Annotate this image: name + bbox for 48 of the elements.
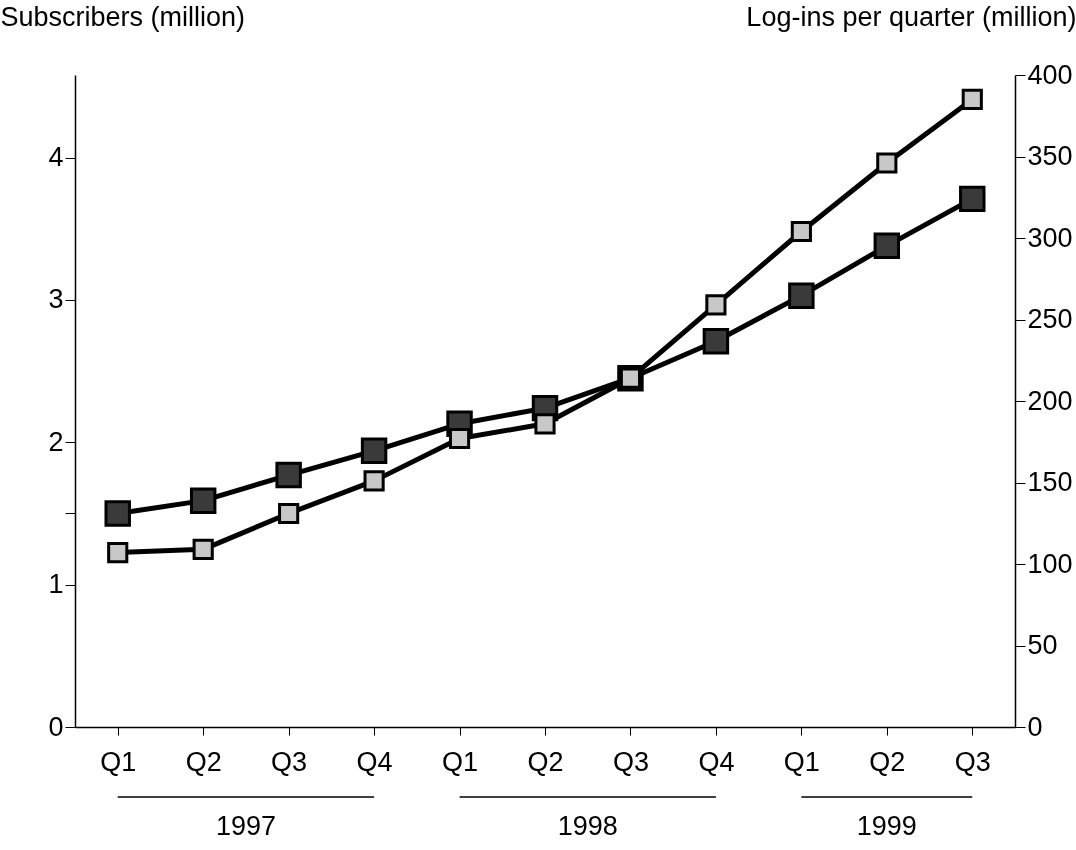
text: 1997	[215, 811, 276, 841]
y-axis-title: Subscribers (million)	[0, 1, 246, 32]
y-tick-label: 3	[48, 284, 64, 315]
point	[534, 413, 556, 435]
y2-tick-label: 150	[1027, 467, 1073, 497]
x-tick-label: Q2	[869, 746, 906, 777]
point	[104, 500, 131, 527]
y2-tick-label: 50	[1027, 630, 1058, 660]
y2-axis-title: Log-ins per quarter (million)	[746, 1, 1076, 32]
x-tick-label: Q2	[185, 746, 222, 777]
x-tick-label: Q1	[783, 746, 820, 777]
x-tick-label: Q4	[698, 746, 735, 777]
y2-tick-label: 0	[1027, 711, 1043, 742]
point	[873, 232, 901, 260]
point	[278, 502, 300, 525]
y2-tick-label: 250	[1027, 304, 1073, 334]
point	[275, 461, 302, 489]
y2-tick-label: 100	[1027, 548, 1073, 579]
x-tick-label: Q2	[527, 746, 564, 777]
x-tick-label: Q4	[356, 746, 393, 777]
y-tick-label: 0	[48, 711, 64, 742]
y2-tick-label: 300	[1027, 222, 1073, 253]
x-tick-label: Q1	[442, 746, 479, 777]
point	[363, 470, 385, 492]
point	[107, 542, 129, 564]
y-tick-label: 2	[48, 426, 64, 457]
x-tick-label: Q3	[271, 746, 308, 777]
point	[192, 538, 214, 560]
x-tick-label: Q1	[100, 746, 137, 777]
point	[961, 88, 983, 111]
point	[705, 294, 727, 316]
point	[959, 185, 986, 213]
text: 1998	[557, 811, 618, 841]
y2-tick-label: 200	[1027, 385, 1073, 416]
y2-tick-label: 400	[1027, 59, 1073, 90]
x-tick-label: Q3	[954, 746, 991, 777]
y2-tick-label: 350	[1027, 141, 1073, 171]
text: 1999	[856, 811, 917, 841]
point	[702, 327, 730, 355]
point	[189, 487, 217, 514]
point	[448, 427, 471, 450]
y-tick-label: 1	[48, 569, 64, 600]
point	[876, 152, 898, 174]
x-tick-label: Q3	[612, 746, 649, 777]
point	[790, 220, 812, 243]
y-tick-label: 4	[48, 142, 64, 173]
point	[360, 437, 388, 465]
point	[788, 282, 815, 309]
